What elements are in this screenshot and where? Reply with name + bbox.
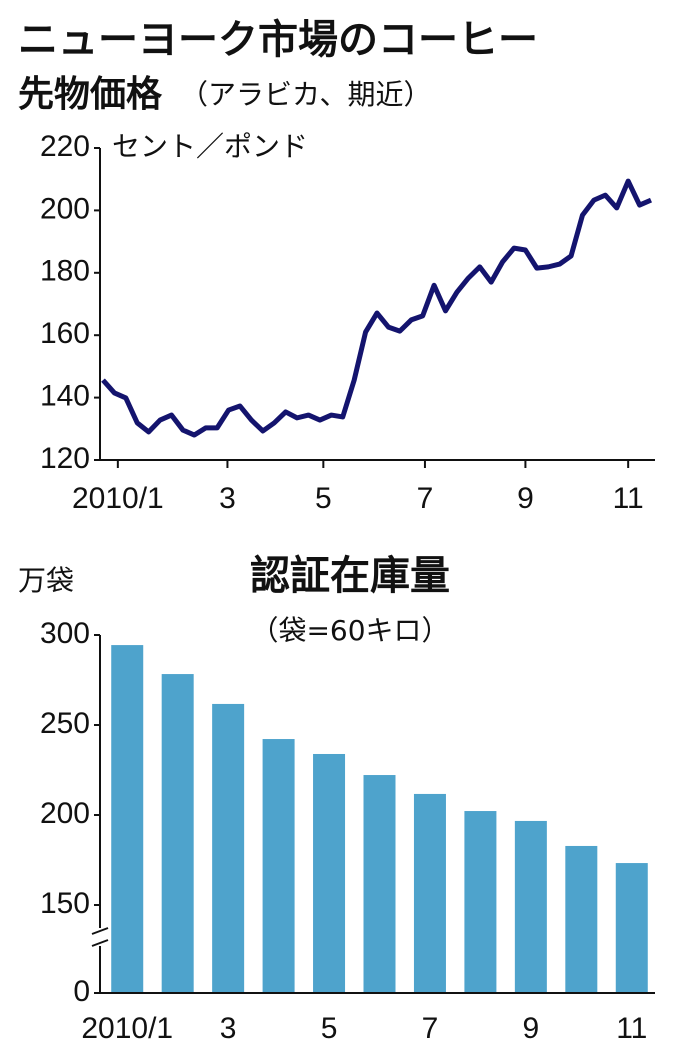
x-tick-label: 2010/1 [81,1012,173,1045]
bar [313,753,346,993]
y-tick-label: 150 [40,887,90,920]
y-tick-label: 250 [40,707,90,740]
bar [262,739,295,993]
chart-subtitle: （袋=60キロ） [250,614,449,647]
x-tick-label: 3 [219,482,236,515]
bar [615,863,648,993]
x-tick-label: 5 [315,482,332,515]
x-tick-label: 11 [613,482,644,515]
chart-title: 認証在庫量 [250,553,450,599]
y-tick-label: 200 [40,797,90,830]
bar [565,845,598,993]
y-axis-label: セント／ポンド [112,130,308,163]
chart-title: ニューヨーク市場のコーヒー [18,17,538,63]
y-tick-label: 300 [40,617,90,650]
x-tick-label: 9 [523,1012,540,1045]
x-tick-label: 5 [321,1012,338,1045]
bar [413,793,446,993]
bar [514,820,547,993]
bar [161,674,194,993]
x-tick-label: 9 [517,482,534,515]
line [101,178,653,438]
x-tick-label: 2010/1 [72,482,164,515]
y-axis-label: 万袋 [18,564,74,597]
y-tick-label: 160 [40,317,90,350]
y-tick-label: 140 [40,380,90,413]
x-tick-label: 3 [220,1012,237,1045]
axis-break [91,927,109,947]
bar [464,811,497,993]
x-tick-label: 11 [616,1012,647,1045]
x-tick-label: 7 [422,1012,439,1045]
bar [212,703,245,993]
y-tick-label: 200 [40,192,90,225]
y-tick-label: 0 [73,975,90,1008]
chart-title: 先物価格 [18,74,163,115]
x-tick-label: 7 [417,482,434,515]
y-tick-label: 180 [40,255,90,288]
chart-subtitle: （アラビカ、期近） [180,78,431,111]
bar [111,645,144,993]
y-tick-label: 220 [40,130,90,163]
y-tick-label: 120 [40,442,90,475]
bar [363,775,396,993]
